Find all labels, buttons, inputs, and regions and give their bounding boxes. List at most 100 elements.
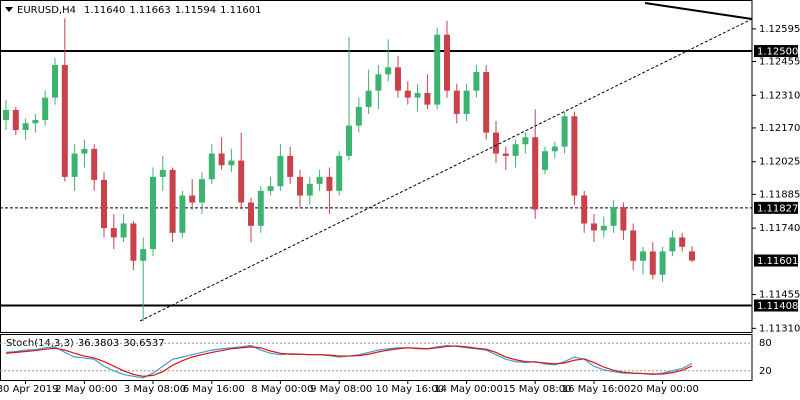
candle-body — [346, 125, 352, 156]
candle-body — [414, 92, 421, 98]
trend-line — [139, 18, 753, 322]
x-tick-label: 14 May 00:00 — [434, 384, 503, 395]
header-value: 1.11640 — [84, 5, 125, 16]
stoch-frame — [0, 334, 753, 381]
x-tick-label: 30 Apr 2019 — [0, 384, 59, 395]
candle-body — [532, 137, 539, 210]
candle-body — [110, 228, 117, 238]
candle-body — [434, 34, 441, 105]
level-label: 1.11827 — [757, 203, 798, 214]
main-frame — [0, 0, 753, 333]
stoch-value: 30.6537 — [123, 338, 164, 349]
candle-body — [404, 90, 411, 98]
candle-body — [483, 72, 490, 133]
candle-body — [140, 249, 147, 261]
candle-body — [12, 109, 19, 131]
x-tick-label: 10 May 16:00 — [376, 384, 445, 395]
y-tick-label: 1.12455 — [759, 57, 800, 68]
stoch-value: 36.3803 — [78, 338, 119, 349]
candle-body — [228, 160, 235, 166]
candle-body — [120, 223, 127, 238]
candle-body — [101, 179, 107, 229]
candle-body — [287, 155, 294, 177]
candle-body — [150, 176, 156, 250]
candle-body — [355, 106, 362, 126]
candle-body — [3, 109, 9, 121]
level-label: 1.12500 — [757, 47, 798, 58]
candle-body — [238, 160, 245, 203]
candle-body — [444, 34, 450, 91]
candle-body — [630, 230, 637, 261]
candle-body — [659, 251, 666, 275]
stoch-line — [5, 345, 693, 377]
level-label-bg — [754, 299, 798, 312]
candle-body — [512, 144, 519, 156]
candle-body — [218, 153, 225, 166]
stoch-tick-label: 80 — [759, 338, 772, 349]
candle-body — [620, 207, 627, 231]
candle-body — [316, 176, 323, 184]
candle-body — [159, 169, 166, 177]
candle-body — [473, 72, 480, 91]
level-label-bg — [754, 45, 798, 58]
candle-body — [189, 195, 196, 203]
candle-body — [551, 146, 558, 152]
candle-body — [336, 155, 343, 191]
candle-body — [679, 237, 686, 247]
header-value: 1.11601 — [220, 5, 261, 16]
candle-body — [522, 137, 529, 145]
candle-body — [81, 148, 88, 154]
price-label-bg — [754, 254, 798, 267]
x-tick-label: 2 May 00:00 — [55, 384, 117, 395]
candle-body — [395, 67, 401, 91]
candle-body — [267, 186, 274, 191]
y-tick-label: 1.12025 — [759, 157, 800, 168]
candle-body — [640, 251, 646, 261]
header-value: 1.11594 — [175, 5, 216, 16]
candle-body — [424, 92, 431, 105]
candle-body — [581, 195, 588, 224]
candle-body — [542, 151, 548, 170]
x-tick-label: 6 May 16:00 — [183, 384, 245, 395]
candle-body — [277, 155, 284, 187]
trend-line — [644, 2, 753, 20]
y-tick-label: 1.12595 — [759, 24, 800, 35]
plot-area — [0, 18, 752, 322]
candle-body — [199, 179, 205, 203]
candle-body — [257, 190, 264, 226]
stoch-tick-label: 20 — [759, 366, 772, 377]
candle-body — [130, 223, 137, 261]
x-tick-label: 9 May 08:00 — [310, 384, 372, 395]
menu-arrow[interactable] — [5, 7, 13, 12]
candle-body — [502, 153, 509, 156]
candle-body — [91, 148, 98, 180]
y-tick-label: 1.11455 — [759, 290, 800, 301]
candle-body — [385, 67, 392, 75]
candle-body — [365, 90, 372, 107]
candle-body — [561, 116, 568, 147]
y-tick-label: 1.12170 — [759, 123, 800, 134]
candle-body — [22, 123, 29, 131]
candle-body — [208, 153, 215, 180]
candle-body — [32, 120, 39, 124]
candle-body — [71, 153, 78, 177]
y-tick-label: 1.11740 — [759, 223, 800, 234]
candle-body — [169, 169, 176, 233]
x-tick-label: 15 May 08:00 — [503, 384, 572, 395]
x-tick-label: 8 May 00:00 — [251, 384, 313, 395]
y-tick-label: 1.11310 — [759, 323, 800, 334]
candle-body — [42, 97, 49, 121]
price-label: 1.11601 — [757, 256, 798, 267]
candle-body — [493, 132, 499, 154]
candle-body — [297, 176, 303, 196]
y-tick-label: 1.11885 — [759, 189, 800, 200]
candle-body — [179, 195, 186, 233]
candle-body — [375, 74, 382, 91]
candle-body — [306, 183, 313, 196]
candle-body — [453, 90, 460, 114]
candle-body — [248, 202, 254, 226]
level-label: 1.11408 — [757, 301, 798, 312]
y-tick-label: 1.12310 — [759, 90, 800, 101]
